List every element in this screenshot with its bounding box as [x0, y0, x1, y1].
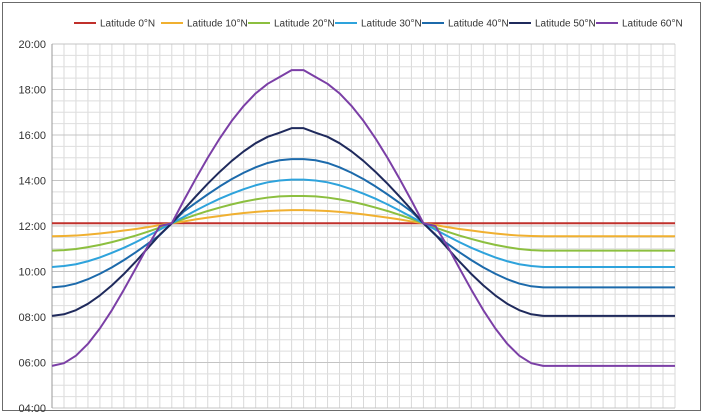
y-tick-label: 12:00: [18, 221, 46, 233]
series-lines: [51, 69, 675, 367]
legend-label: Latitude 40°N: [448, 19, 509, 30]
legend: Latitude 0°N Latitude 10°N Latitude 20°N La…: [74, 19, 683, 30]
y-tick-label: 10:00: [18, 267, 46, 279]
grid: [51, 43, 676, 409]
series-line-latitude-20-n: [51, 194, 675, 252]
legend-label: Latitude 30°N: [361, 19, 422, 30]
y-tick-label: 16:00: [18, 130, 46, 142]
legend-label: Latitude 0°N: [100, 19, 155, 30]
y-tick-label: 18:00: [18, 85, 46, 97]
y-axis: 04:00 06:00 08:00 10:00 12:00 14:00 16:00 18:00…: [18, 39, 53, 415]
legend-label: Latitude 60°N: [622, 19, 683, 30]
y-tick-label: 06:00: [18, 358, 46, 370]
legend-label: Latitude 20°N: [274, 19, 335, 30]
y-tick-label: 08:00: [18, 312, 46, 324]
series-line-latitude-50-n: [51, 127, 675, 317]
series-line-latitude-60-n: [51, 69, 675, 367]
y-tick-label: 20:00: [18, 39, 46, 51]
y-tick-label: 14:00: [18, 176, 46, 188]
y-tick-label: 04:00: [18, 403, 46, 415]
series-line-latitude-10-n: [51, 209, 675, 238]
legend-label: Latitude 10°N: [187, 19, 248, 30]
legend-label: Latitude 50°N: [535, 19, 596, 30]
